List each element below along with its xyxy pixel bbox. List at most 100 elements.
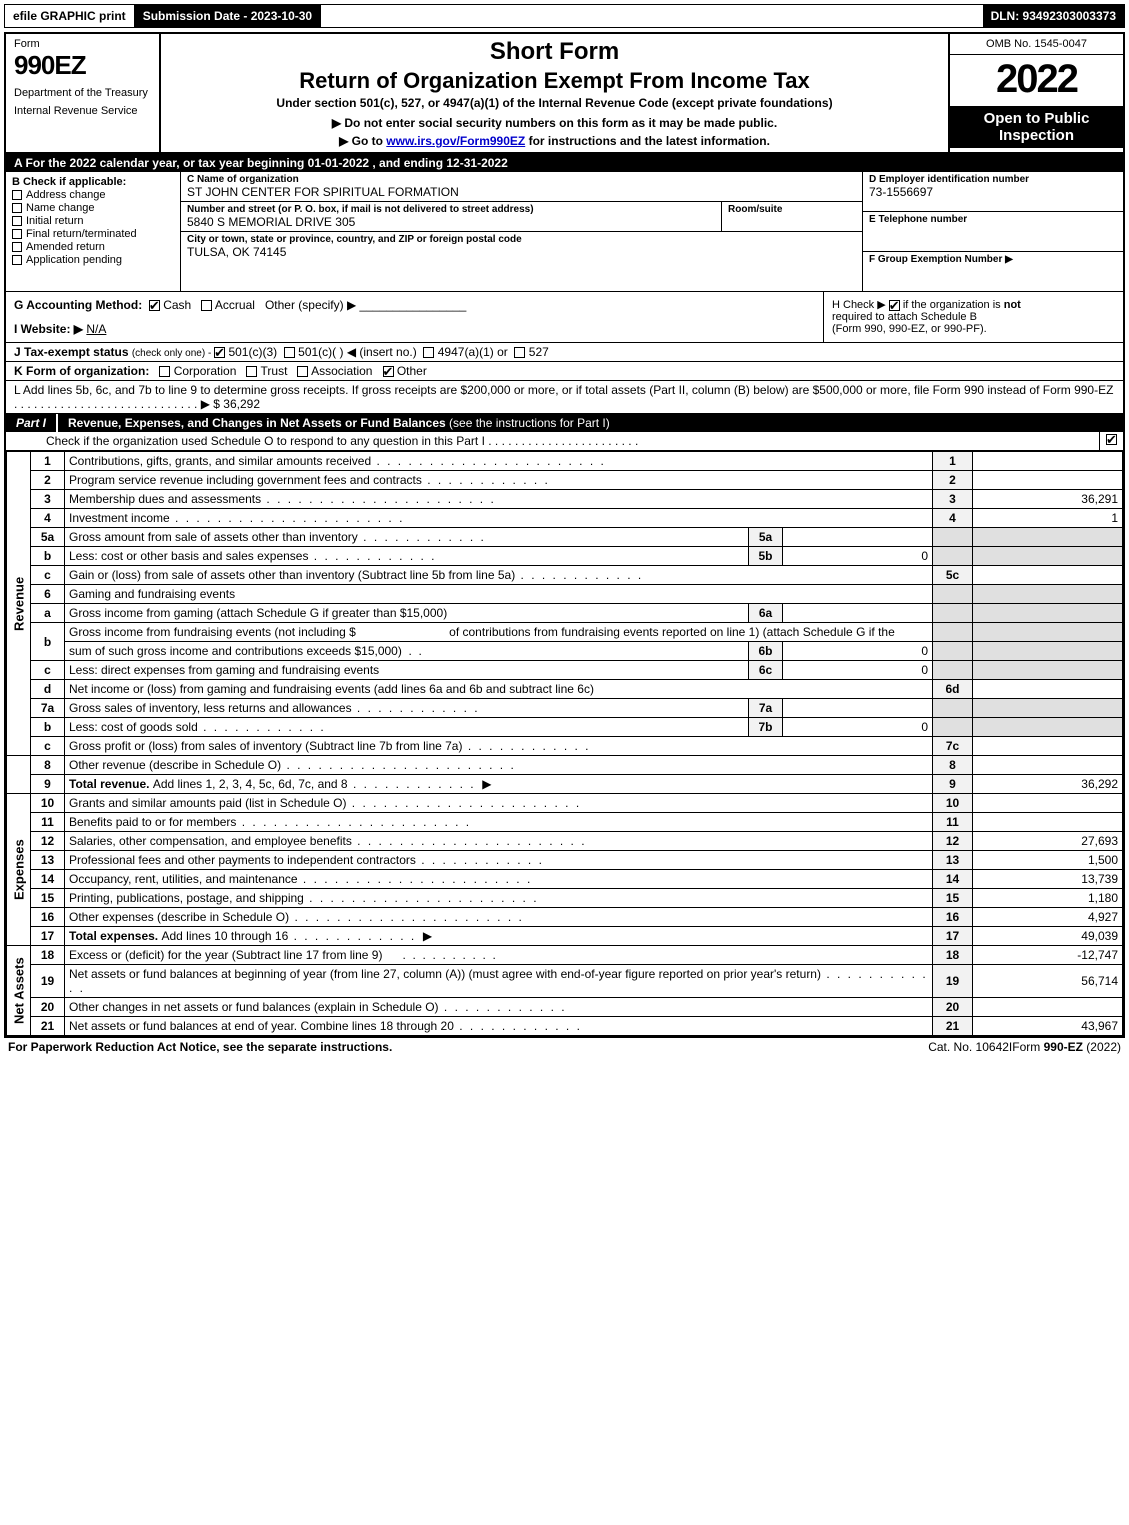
line-1-val <box>973 452 1123 471</box>
goto-instructions: ▶ Go to www.irs.gov/Form990EZ for instru… <box>169 134 940 148</box>
paperwork-notice: For Paperwork Reduction Act Notice, see … <box>8 1040 928 1054</box>
section-c: C Name of organization ST JOHN CENTER FO… <box>181 172 863 291</box>
line-1-no: 1 <box>31 452 65 471</box>
group-exempt-label: F Group Exemption Number ▶ <box>869 254 1117 265</box>
row-a-tax-year: A For the 2022 calendar year, or tax yea… <box>6 154 1123 172</box>
line-8-val <box>973 756 1123 775</box>
phone-label: E Telephone number <box>869 214 1117 225</box>
part-i-header: Part I Revenue, Expenses, and Changes in… <box>6 414 1123 432</box>
form-label: Form <box>14 38 151 50</box>
line-3-val: 36,291 <box>973 490 1123 509</box>
cb-address-change[interactable]: Address change <box>12 189 174 201</box>
cb-cash[interactable] <box>149 300 160 311</box>
line-13-val: 1,500 <box>973 851 1123 870</box>
cb-trust[interactable] <box>246 366 257 377</box>
addr-value: 5840 S MEMORIAL DRIVE 305 <box>187 215 715 229</box>
cb-assoc[interactable] <box>297 366 308 377</box>
section-cdef: C Name of organization ST JOHN CENTER FO… <box>181 172 1123 291</box>
ein-value: 73-1556697 <box>869 185 1117 199</box>
section-k: K Form of organization: Corporation Trus… <box>6 362 1123 381</box>
section-l: L Add lines 5b, 6c, and 7b to line 9 to … <box>6 381 1123 414</box>
cb-other-org[interactable] <box>383 366 394 377</box>
omb-number: OMB No. 1545-0047 <box>950 34 1123 55</box>
line-5a-val <box>783 528 933 547</box>
section-b-header: B Check if applicable: <box>12 176 174 188</box>
city-value: TULSA, OK 74145 <box>187 245 856 259</box>
ssn-warning: ▶ Do not enter social security numbers o… <box>169 116 940 130</box>
cb-schedule-b[interactable] <box>889 300 900 311</box>
efile-print[interactable]: efile GRAPHIC print <box>5 5 135 27</box>
addr-label: Number and street (or P. O. box, if mail… <box>187 204 715 215</box>
section-b: B Check if applicable: Address change Na… <box>6 172 181 291</box>
line-9-val: 36,292 <box>973 775 1123 794</box>
line-10-val <box>973 794 1123 813</box>
line-6c-val: 0 <box>783 661 933 680</box>
line-7a-val <box>783 699 933 718</box>
section-h: H Check ▶ if the organization is not req… <box>823 292 1123 342</box>
room-label: Room/suite <box>728 204 856 215</box>
gh-row: G Accounting Method: Cash Accrual Other … <box>6 292 1123 343</box>
cb-527[interactable] <box>514 347 525 358</box>
header-right: OMB No. 1545-0047 2022 Open to Public In… <box>948 34 1123 152</box>
section-e: E Telephone number <box>863 212 1123 252</box>
cb-application-pending[interactable]: Application pending <box>12 254 174 266</box>
line-11-val <box>973 813 1123 832</box>
part-i-tag: Part I <box>6 414 58 432</box>
org-name: ST JOHN CENTER FOR SPIRITUAL FORMATION <box>187 185 856 199</box>
form-header: Form 990EZ Department of the Treasury In… <box>6 34 1123 154</box>
line-18-val: -12,747 <box>973 946 1123 965</box>
cb-501c[interactable] <box>284 347 295 358</box>
line-5b-val: 0 <box>783 547 933 566</box>
return-subtitle: Under section 501(c), 527, or 4947(a)(1)… <box>169 96 940 110</box>
netassets-sidebar: Net Assets <box>7 946 31 1036</box>
dept-treasury: Department of the Treasury <box>14 87 151 99</box>
line-6d-val <box>973 680 1123 699</box>
form-outer: Form 990EZ Department of the Treasury In… <box>4 32 1125 1038</box>
section-f: F Group Exemption Number ▶ <box>863 252 1123 291</box>
submission-date: Submission Date - 2023-10-30 <box>135 5 321 27</box>
org-name-label: C Name of organization <box>187 174 856 185</box>
irs: Internal Revenue Service <box>14 105 151 117</box>
part-i-check-line: Check if the organization used Schedule … <box>6 432 1099 450</box>
cb-schedule-o[interactable] <box>1106 434 1117 445</box>
irs-link[interactable]: www.irs.gov/Form990EZ <box>386 134 525 148</box>
tax-year: 2022 <box>950 55 1123 104</box>
header-left: Form 990EZ Department of the Treasury In… <box>6 34 161 152</box>
line-19-val: 56,714 <box>973 965 1123 998</box>
ein-label: D Employer identification number <box>869 174 1117 185</box>
part-i-title: Revenue, Expenses, and Changes in Net As… <box>58 414 1123 432</box>
line-5c-val <box>973 566 1123 585</box>
line-20-val <box>973 998 1123 1017</box>
header-mid: Short Form Return of Organization Exempt… <box>161 34 948 152</box>
cb-corp[interactable] <box>159 366 170 377</box>
cb-initial-return[interactable]: Initial return <box>12 215 174 227</box>
cb-name-change[interactable]: Name change <box>12 202 174 214</box>
page-footer: For Paperwork Reduction Act Notice, see … <box>4 1038 1125 1056</box>
website-label: I Website: ▶ <box>14 322 83 336</box>
cb-accrual[interactable] <box>201 300 212 311</box>
cb-final-return[interactable]: Final return/terminated <box>12 228 174 240</box>
line-6b-val: 0 <box>783 642 933 661</box>
line-15-val: 1,180 <box>973 889 1123 908</box>
gross-receipts: 36,292 <box>220 397 260 411</box>
section-g: G Accounting Method: Cash Accrual Other … <box>6 292 823 342</box>
top-bar: efile GRAPHIC print Submission Date - 20… <box>4 4 1125 28</box>
cb-501c3[interactable] <box>214 347 225 358</box>
line-1-desc: Contributions, gifts, grants, and simila… <box>65 452 933 471</box>
cb-amended-return[interactable]: Amended return <box>12 241 174 253</box>
form-ref: Form 990-EZ (2022) <box>1012 1040 1121 1054</box>
revenue-sidebar: Revenue <box>7 452 31 756</box>
line-2-val <box>973 471 1123 490</box>
line-6a-val <box>783 604 933 623</box>
goto-post: for instructions and the latest informat… <box>525 134 770 148</box>
city-label: City or town, state or province, country… <box>187 234 856 245</box>
section-j: J Tax-exempt status (check only one) - 5… <box>6 343 1123 362</box>
bcdef-block: B Check if applicable: Address change Na… <box>6 172 1123 292</box>
line-21-val: 43,967 <box>973 1017 1123 1036</box>
open-public-inspection: Open to Public Inspection <box>950 106 1123 148</box>
line-17-val: 49,039 <box>973 927 1123 946</box>
section-def: D Employer identification number 73-1556… <box>863 172 1123 291</box>
expenses-sidebar: Expenses <box>7 794 31 946</box>
cb-4947[interactable] <box>423 347 434 358</box>
dln: DLN: 93492303003373 <box>983 5 1124 27</box>
